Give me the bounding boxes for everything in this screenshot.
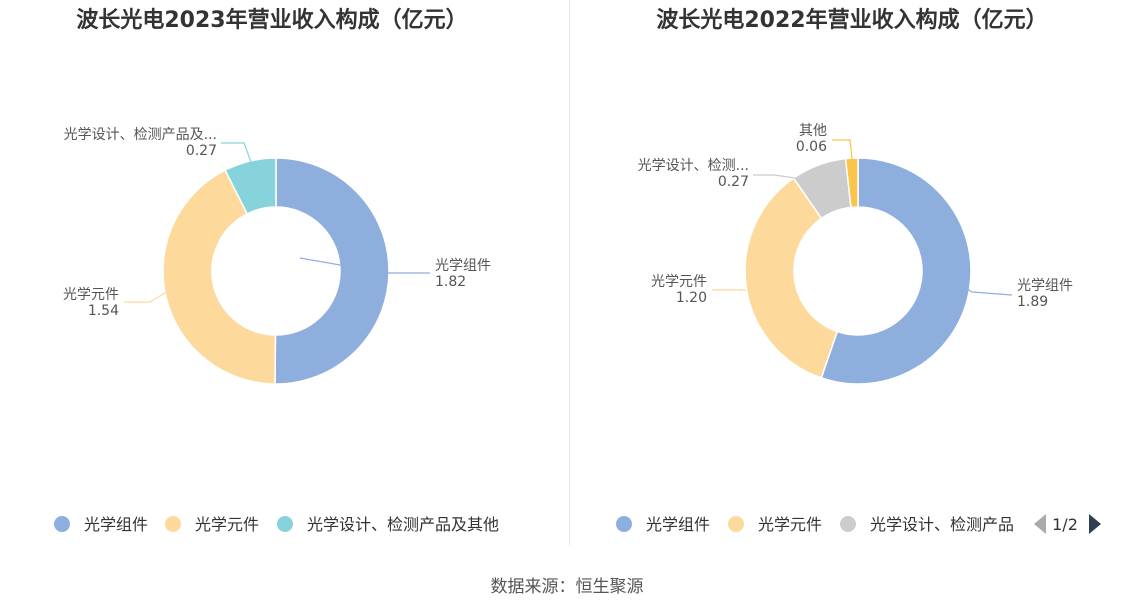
legend-dot-icon (616, 516, 632, 532)
legend-dot-icon (728, 516, 744, 532)
leader-line (299, 257, 430, 274)
legend-item-光学设计-检测产品[interactable]: 光学设计、检测产品 (840, 515, 1014, 534)
donut-chart-1: 波长光电2023年营业收入构成（亿元）光学组件1.82光学元件1.54光学设计、… (54, 7, 499, 534)
legend-dot-icon (165, 516, 181, 532)
slice-光学组件[interactable] (820, 157, 972, 385)
slice-label-value: 0.06 (796, 139, 827, 155)
legend-label: 光学设计、检测产品 (870, 515, 1014, 534)
legend-label: 光学设计、检测产品及其他 (307, 515, 499, 534)
legend-label: 光学元件 (195, 515, 259, 534)
legend-dot-icon (277, 516, 293, 532)
leader-line (124, 290, 169, 303)
leader-line (221, 142, 252, 163)
legend-item-光学元件[interactable]: 光学元件 (165, 515, 259, 534)
slice-label-value: 1.54 (88, 303, 119, 319)
slice-label-name: 光学元件 (651, 274, 707, 290)
source-note: 数据来源：恒生聚源 (491, 577, 644, 597)
legend-item-光学组件[interactable]: 光学组件 (54, 515, 148, 534)
slice-label-name: 光学组件 (1017, 278, 1073, 294)
donut-chart-2: 波长光电2022年营业收入构成（亿元）光学组件1.89光学元件1.20光学设计、… (616, 7, 1101, 534)
leader-line (961, 285, 1013, 296)
slice-label-name: 其他 (799, 123, 827, 139)
legend-next-page-icon[interactable] (1089, 514, 1101, 534)
chart-title: 波长光电2023年营业收入构成（亿元） (76, 7, 467, 33)
chart-title: 波长光电2022年营业收入构成（亿元） (656, 7, 1047, 33)
slice-label-name: 光学设计、检测... (638, 158, 749, 174)
leader-line (753, 174, 796, 179)
slice-光学设计-检测产品及其他[interactable] (224, 157, 277, 215)
legend-prev-page-icon[interactable] (1034, 514, 1046, 534)
legend-page-indicator: 1/2 (1052, 515, 1078, 534)
legend-label: 光学组件 (84, 515, 148, 534)
legend-item-光学元件[interactable]: 光学元件 (728, 515, 822, 534)
leader-line (832, 139, 853, 160)
slice-label-name: 光学元件 (63, 287, 119, 303)
slice-光学元件[interactable] (162, 169, 277, 385)
slice-label-value: 1.82 (435, 274, 466, 290)
legend-item-光学组件[interactable]: 光学组件 (616, 515, 710, 534)
slice-光学元件[interactable] (744, 177, 839, 379)
slice-label-value: 0.27 (718, 174, 749, 190)
slice-label-value: 1.20 (676, 290, 707, 306)
slice-label-name: 光学组件 (435, 258, 491, 274)
slice-label-name: 光学设计、检测产品及... (64, 127, 217, 143)
legend-label: 光学组件 (646, 515, 710, 534)
legend-item-光学设计-检测产品及其他[interactable]: 光学设计、检测产品及其他 (277, 515, 499, 534)
legend-dot-icon (840, 516, 856, 532)
legend-dot-icon (54, 516, 70, 532)
slice-光学组件[interactable] (274, 157, 390, 385)
slice-其他[interactable] (844, 157, 859, 209)
legend-label: 光学元件 (758, 515, 822, 534)
slice-label-value: 0.27 (186, 143, 217, 159)
slice-label-value: 1.89 (1017, 294, 1048, 310)
